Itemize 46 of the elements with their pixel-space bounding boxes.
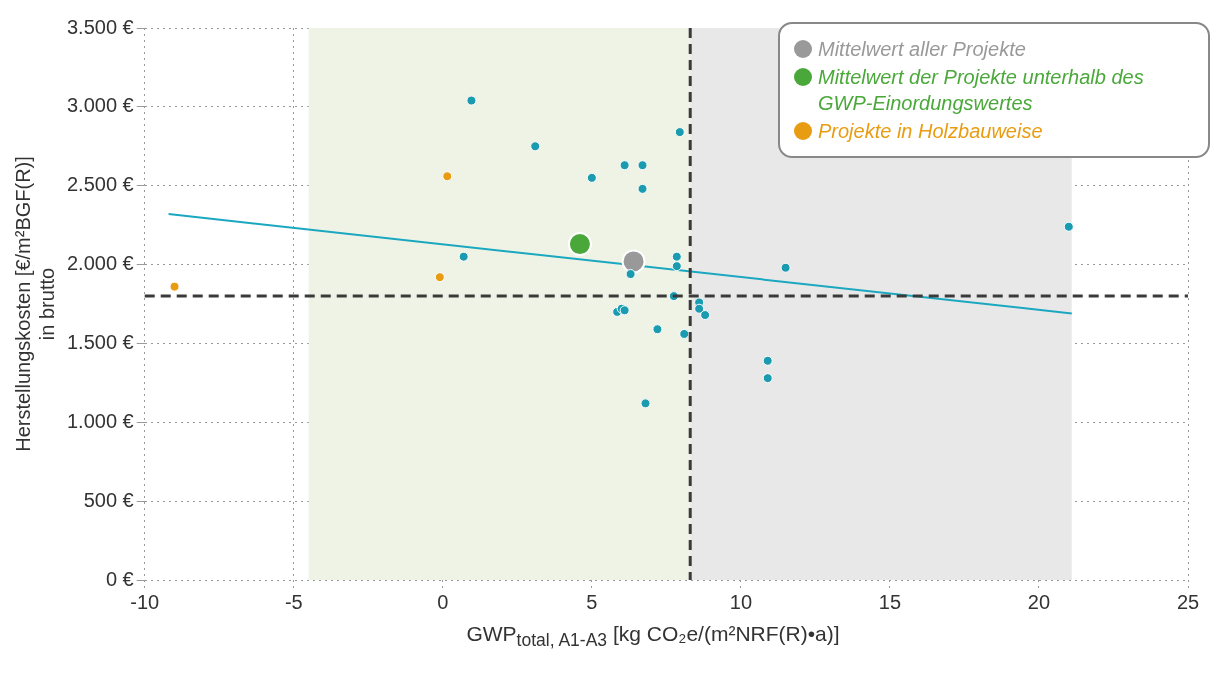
point bbox=[671, 251, 682, 262]
x-tick-label: 10 bbox=[729, 590, 753, 613]
x-tick-label: 15 bbox=[878, 590, 902, 613]
legend-label: Mittelwert der Projekte unterhalb des GWP-Einordungswertes bbox=[818, 65, 1145, 116]
point bbox=[434, 272, 445, 283]
point bbox=[637, 183, 648, 194]
point bbox=[625, 269, 636, 280]
y-axis-title: Herstellungskosten [€/m²BGF(R)] in brutto bbox=[11, 156, 58, 452]
x-tick-label: 25 bbox=[1176, 590, 1200, 613]
y-tick-label: 0 € bbox=[105, 567, 134, 590]
legend-label: Mittelwert aller Projekte bbox=[818, 37, 1026, 62]
point bbox=[700, 310, 711, 321]
point bbox=[640, 398, 651, 409]
point bbox=[567, 232, 592, 257]
point bbox=[1063, 221, 1074, 232]
point bbox=[442, 171, 453, 182]
point bbox=[694, 303, 705, 314]
x-tick-label: 5 bbox=[586, 590, 598, 613]
y-tick-label: 2.500 € bbox=[66, 173, 134, 196]
y-tick-label: 2.000 € bbox=[66, 252, 134, 275]
point bbox=[530, 141, 541, 152]
point bbox=[671, 261, 682, 272]
point bbox=[762, 373, 773, 384]
point bbox=[652, 324, 663, 335]
y-tick-label: 1.500 € bbox=[66, 330, 134, 353]
point bbox=[466, 95, 477, 106]
x-tick-label: 0 bbox=[437, 590, 449, 613]
point bbox=[679, 328, 690, 339]
point bbox=[780, 262, 791, 273]
point bbox=[637, 160, 648, 171]
point bbox=[674, 127, 685, 138]
point bbox=[458, 251, 469, 262]
x-tick-label: -10 bbox=[130, 590, 160, 613]
point bbox=[619, 160, 630, 171]
x-tick-label: -5 bbox=[284, 590, 303, 613]
y-tick-label: 500 € bbox=[83, 488, 134, 511]
point bbox=[169, 281, 180, 292]
point bbox=[762, 355, 773, 366]
point bbox=[621, 249, 646, 274]
y-tick-label: 1.000 € bbox=[66, 409, 134, 432]
x-axis-title: GWP$_{total, A1-A3}$ [kg CO₂e/(m²NRF(R)•a)] bbox=[465, 622, 841, 652]
y-tick-label: 3.500 € bbox=[66, 15, 134, 38]
legend-label: Projekte in Holzbauweise bbox=[818, 119, 1043, 144]
x-tick-label: 20 bbox=[1027, 590, 1051, 613]
y-tick-label: 3.000 € bbox=[66, 94, 134, 117]
point bbox=[586, 172, 597, 183]
